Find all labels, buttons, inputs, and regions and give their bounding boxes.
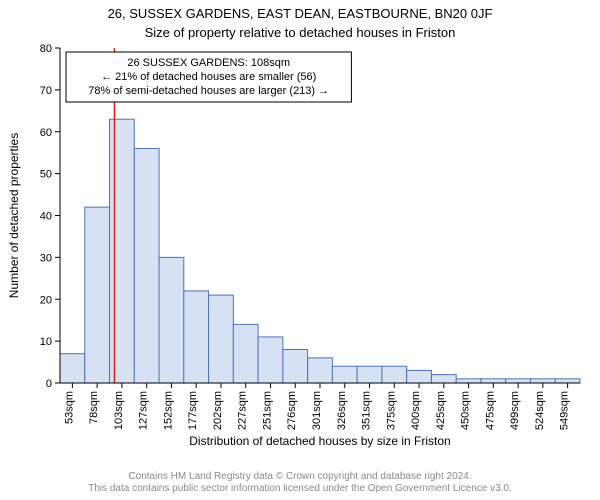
y-tick-label: 30 xyxy=(40,252,52,264)
x-tick-label: 251sqm xyxy=(261,391,273,430)
x-tick-label: 301sqm xyxy=(311,391,323,430)
annotation-text: 26 SUSSEX GARDENS: 108sqm xyxy=(127,57,290,69)
x-axis-label: Distribution of detached houses by size … xyxy=(189,434,450,448)
x-tick-label: 53sqm xyxy=(63,391,75,424)
x-tick-label: 375sqm xyxy=(385,391,397,430)
histogram-bar xyxy=(332,366,357,383)
x-tick-label: 499sqm xyxy=(509,391,521,430)
y-tick-label: 70 xyxy=(40,85,52,97)
x-tick-label: 127sqm xyxy=(138,391,150,430)
x-tick-label: 326sqm xyxy=(336,391,348,430)
x-tick-label: 475sqm xyxy=(484,391,496,430)
annotation-text: 78% of semi-detached houses are larger (… xyxy=(88,85,329,97)
histogram-bar xyxy=(134,149,159,384)
y-tick-label: 40 xyxy=(40,211,52,223)
chart-container: 0 10 20 30 40 50 60 70 80 53sqm 78sqm 103sqm 127sqm 1… xyxy=(0,40,600,465)
x-tick-label: 549sqm xyxy=(559,391,571,430)
page-subtitle: Size of property relative to detached ho… xyxy=(0,25,600,40)
histogram-bar xyxy=(407,370,432,383)
y-tick-label: 0 xyxy=(46,378,52,390)
histogram-bar xyxy=(530,379,555,383)
histogram-bar xyxy=(233,324,258,383)
x-tick-label: 450sqm xyxy=(460,391,472,430)
x-tick-label: 78sqm xyxy=(88,391,100,424)
annotation-text: ← 21% of detached houses are smaller (56… xyxy=(101,71,316,83)
y-tick-label: 80 xyxy=(40,43,52,55)
footer-line-2: This data contains public sector informa… xyxy=(0,483,600,495)
histogram-bar xyxy=(456,379,481,383)
x-tick-label: 152sqm xyxy=(162,391,174,430)
histogram-bar xyxy=(110,119,135,383)
y-tick-label: 50 xyxy=(40,169,52,181)
x-tick-label: 425sqm xyxy=(435,391,447,430)
y-tick-label: 10 xyxy=(40,336,52,348)
footer-line-1: Contains HM Land Registry data © Crown c… xyxy=(0,471,600,483)
x-tick-label: 524sqm xyxy=(534,391,546,430)
y-axis-label: Number of detached properties xyxy=(7,133,21,298)
x-tick-label: 103sqm xyxy=(113,391,125,430)
histogram-bar xyxy=(258,337,283,383)
histogram-bar xyxy=(555,379,580,383)
histogram-bar xyxy=(357,366,382,383)
histogram-bar xyxy=(85,207,110,383)
histogram-bar xyxy=(431,375,456,383)
x-tick-label: 177sqm xyxy=(187,391,199,430)
histogram-bar xyxy=(209,295,234,383)
y-tick-label: 60 xyxy=(40,127,52,139)
footer-attribution: Contains HM Land Registry data © Crown c… xyxy=(0,471,600,495)
x-tick-label: 276sqm xyxy=(286,391,298,430)
histogram-bar xyxy=(184,291,209,383)
histogram-bar xyxy=(159,257,184,383)
histogram-bar xyxy=(382,366,407,383)
histogram-bar xyxy=(60,354,85,383)
page-title: 26, SUSSEX GARDENS, EAST DEAN, EASTBOURN… xyxy=(0,6,600,21)
histogram-bar xyxy=(308,358,333,383)
histogram-bar xyxy=(506,379,531,383)
histogram-chart: 0 10 20 30 40 50 60 70 80 53sqm 78sqm 103sqm 127sqm 1… xyxy=(0,40,600,460)
histogram-bar xyxy=(481,379,506,383)
x-tick-label: 227sqm xyxy=(237,391,249,430)
x-tick-label: 400sqm xyxy=(410,391,422,430)
x-tick-label: 202sqm xyxy=(212,391,224,430)
histogram-bar xyxy=(283,350,308,384)
y-tick-label: 20 xyxy=(40,294,52,306)
x-tick-label: 351sqm xyxy=(361,391,373,430)
